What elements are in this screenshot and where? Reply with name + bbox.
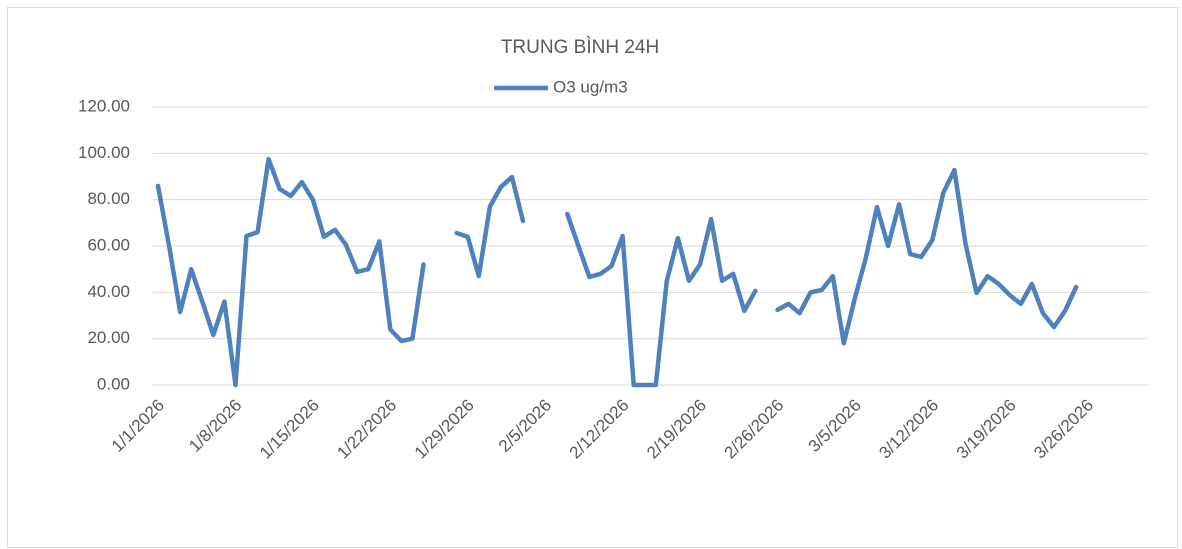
y-tick-label: 40.00: [87, 282, 130, 301]
y-tick-label: 20.00: [87, 328, 130, 347]
y-tick-label: 80.00: [87, 189, 130, 208]
y-tick-label: 60.00: [87, 235, 130, 254]
data-line: [155, 156, 1079, 388]
y-tick-label: 120.00: [78, 96, 130, 115]
y-tick-label: 100.00: [78, 143, 130, 162]
chart-title: TRUNG BÌNH 24H: [501, 37, 659, 58]
legend-label: O3 ug/m3: [553, 77, 628, 96]
y-tick-label: 0.00: [97, 374, 130, 393]
